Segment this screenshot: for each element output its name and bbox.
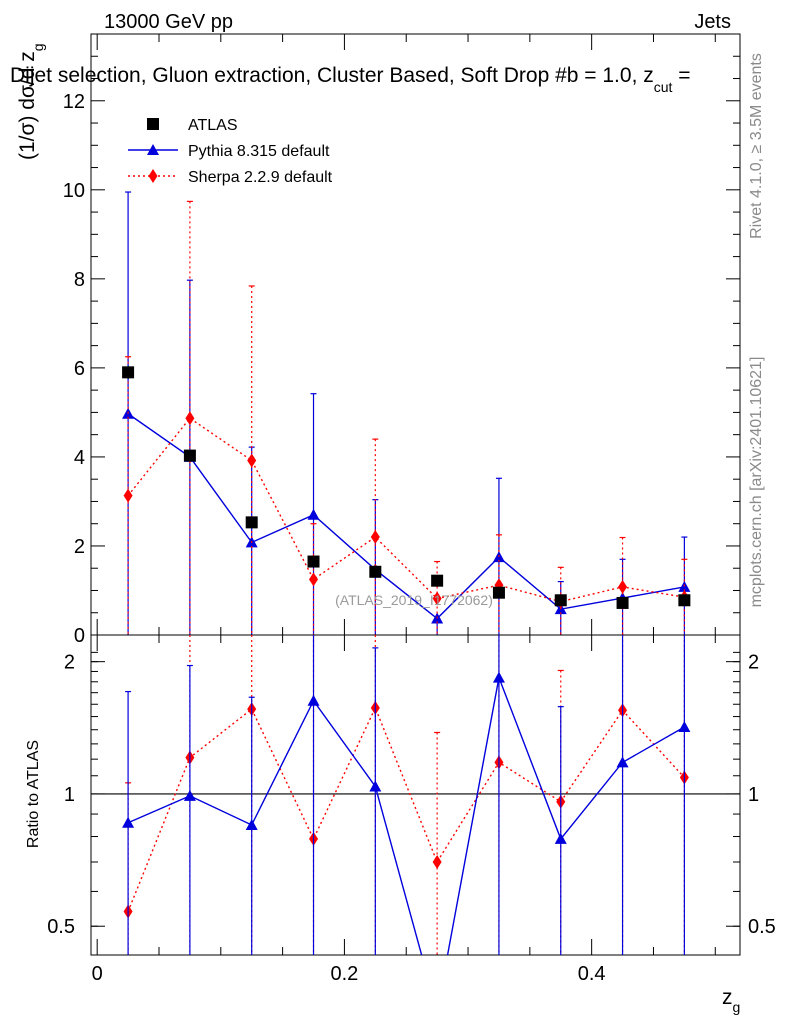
- point-sherpa: [370, 530, 380, 545]
- analysis-watermark: (ATLAS_2019_I1772062): [335, 592, 493, 608]
- point-sherpa: [247, 453, 257, 468]
- ratio-y-tick-label-right: 2: [748, 652, 759, 674]
- main-y-tick-label: 0: [74, 625, 85, 647]
- legend-marker-atlas: [147, 118, 159, 130]
- ratio-series-pythia: [122, 635, 691, 1016]
- point-sherpa: [309, 572, 319, 587]
- point-pythia: [307, 508, 320, 520]
- ratio-y-tick-label-right: 0.5: [748, 916, 776, 938]
- x-axis-label: zg: [722, 986, 740, 1015]
- series-atlas: [122, 365, 691, 609]
- point-sherpa: [185, 411, 195, 426]
- main-plot-area: [122, 191, 691, 635]
- ratio-point-pythia: [678, 721, 691, 733]
- point-atlas: [122, 366, 135, 379]
- ratio-y-axis-label: Ratio to ATLAS: [25, 740, 42, 848]
- point-atlas: [492, 586, 505, 599]
- ratio-point-pythia: [431, 1005, 443, 1016]
- point-atlas: [245, 516, 258, 529]
- rivet-label: Rivet 4.1.0, ≥ 3.5M events: [748, 53, 765, 239]
- main-y-tick-label: 2: [74, 536, 85, 558]
- main-y-axis-label-sub: g: [30, 43, 46, 51]
- energy-label: 13000 GeV pp: [104, 11, 233, 33]
- x-axis-label-main: z: [722, 986, 733, 1009]
- main-y-tick-label: 4: [74, 447, 85, 469]
- plot-title-tail: =: [672, 64, 690, 87]
- x-tick-label: 0.2: [331, 963, 359, 985]
- main-y-tick-label: 8: [74, 269, 85, 291]
- point-atlas: [554, 594, 567, 607]
- ratio-point-pythia: [122, 816, 135, 828]
- point-sherpa: [432, 591, 442, 606]
- main-y-tick-label: 10: [63, 180, 85, 202]
- point-pythia: [678, 580, 691, 592]
- plot-title-sub: cut: [654, 79, 673, 95]
- main-y-axis-label-main: (1/σ) dσ/d z: [16, 51, 39, 160]
- ratio-y-tick-label-left: 0.5: [47, 916, 75, 938]
- main-y-tick-label: 12: [63, 91, 85, 113]
- ratio-point-pythia: [369, 780, 382, 792]
- x-axis-label-sub: g: [733, 999, 741, 1015]
- ratio-point-pythia: [307, 694, 320, 706]
- point-atlas: [616, 596, 629, 609]
- point-atlas: [307, 555, 320, 568]
- main-y-axis-label: (1/σ) dσ/d zg: [16, 43, 46, 160]
- ratio-point-pythia: [554, 832, 567, 844]
- point-atlas: [183, 449, 196, 462]
- legend-marker-pythia: [147, 144, 159, 155]
- legend-marker-sherpa: [148, 169, 158, 183]
- x-tick-label: 0: [92, 963, 103, 985]
- legend-label-sherpa: Sherpa 2.2.9 default: [188, 169, 333, 186]
- point-atlas: [678, 594, 691, 607]
- ratio-point-pythia: [183, 789, 196, 801]
- point-sherpa: [618, 579, 628, 594]
- line-sherpa: [127, 417, 685, 603]
- plot-title: Dijet selection, Gluon extraction, Clust…: [10, 64, 691, 95]
- point-atlas: [431, 574, 444, 587]
- legend-label-atlas: ATLAS: [188, 117, 238, 134]
- ratio-series-sherpa: [123, 635, 689, 955]
- point-atlas: [369, 565, 382, 578]
- ratio-point-pythia: [492, 671, 505, 683]
- main-y-tick-label: 6: [74, 358, 85, 380]
- legend: ATLAS Pythia 8.315 default Sherpa 2.2.9 de…: [128, 117, 333, 186]
- series-sherpa: [123, 200, 689, 635]
- point-sherpa: [123, 488, 133, 503]
- ratio-y-tick-label-left: 2: [64, 652, 75, 674]
- x-tick-label: 0.4: [578, 963, 606, 985]
- main-panel: 0 2 4 6 8 10 12: [63, 33, 741, 647]
- ratio-line-pythia: [127, 675, 685, 955]
- plot-title-main: Dijet selection, Gluon extraction, Clust…: [10, 64, 654, 87]
- mcplots-label: mcplots.cern.ch [arXiv:2401.10621]: [748, 357, 765, 608]
- ratio-point-pythia: [616, 756, 629, 768]
- ratio-line-sherpa: [127, 706, 685, 912]
- ratio-point-sherpa: [432, 855, 442, 870]
- ratio-y-tick-label-left: 1: [64, 784, 75, 806]
- category-label: Jets: [694, 11, 731, 33]
- ratio-plot-area: [122, 635, 691, 1016]
- ratio-point-pythia: [245, 818, 258, 830]
- legend-label-pythia: Pythia 8.315 default: [188, 143, 330, 160]
- line-pythia: [127, 413, 685, 620]
- ratio-frame: [90, 634, 741, 956]
- ratio-panel: 0 0.2 0.4 0.5 0.5 1 1 2 2: [47, 634, 776, 1016]
- ratio-y-tick-label-right: 1: [748, 784, 759, 806]
